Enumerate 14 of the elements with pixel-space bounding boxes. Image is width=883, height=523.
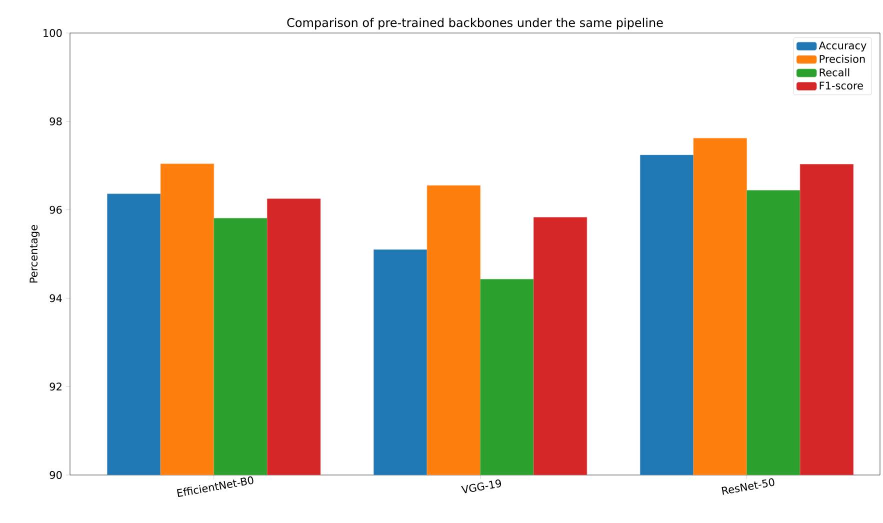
chart-title: Comparison of pre-trained backbones under the same pipeline [287,18,663,30]
legend-label: Accuracy [818,42,866,52]
legend-label: Precision [820,54,865,63]
x-tick-label: ResNet-50 [722,478,774,495]
y-tick-label: 92 [50,382,62,391]
y-tick-label: 100 [44,29,62,37]
legend-label: F1-score [820,82,863,90]
x-tick-label: VGG-19 [461,480,502,494]
y-tick-label: 98 [50,117,62,126]
y-tick-label: 96 [50,206,62,214]
legend-label: Recall [820,68,850,76]
y-axis-title: Percentage [30,225,40,282]
y-tick-label: 90 [50,471,62,479]
y-tick-label: 94 [50,294,62,302]
